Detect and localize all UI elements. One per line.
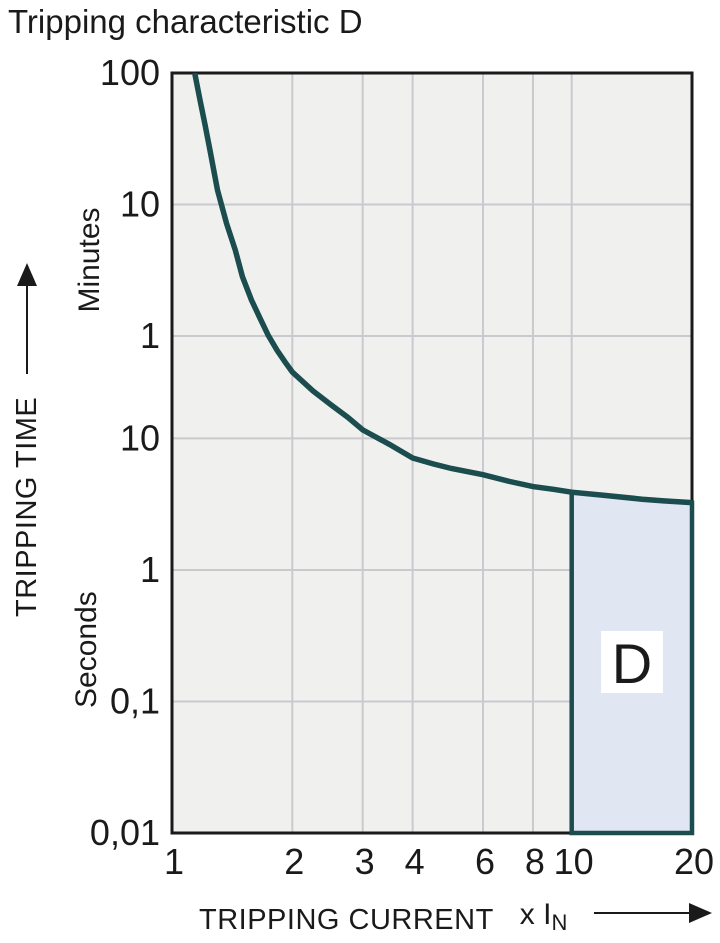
d-region-label: D [612, 632, 652, 695]
x-axis-caption: TRIPPING CURRENT [199, 904, 494, 936]
d-region-label-box [601, 631, 663, 693]
x-tick-label: 6 [475, 841, 495, 882]
x-axis-arrow [594, 901, 713, 925]
y-tick-label: 10 [120, 184, 160, 225]
y-tick-label: 1 [140, 549, 160, 590]
y-axis-caption-group: TRIPPING TIME [7, 263, 47, 617]
x-axis-arrow-line [594, 912, 690, 914]
x-axis-unit-subscript: N [551, 910, 568, 935]
x-tick-label: 2 [284, 841, 304, 882]
x-axis-unit: x IN [520, 900, 568, 938]
y-tick-label: 0,01 [90, 812, 160, 853]
up-arrow-icon [17, 263, 37, 286]
plot-border [170, 71, 694, 835]
trip-curve [192, 73, 692, 506]
y-tick-label: 10 [120, 417, 160, 458]
y-tick-label: 1 [140, 315, 160, 356]
x-tick-label: 8 [525, 841, 545, 882]
x-tick-label: 20 [674, 841, 714, 882]
x-tick-label: 1 [164, 841, 184, 882]
x-tick-label: 3 [355, 841, 375, 882]
y-unit-seconds-label: Seconds [70, 591, 103, 708]
x-tick-label: 4 [405, 841, 425, 882]
y-tick-label: 100 [100, 52, 160, 93]
x-tick-label: 10 [554, 841, 594, 882]
page-title: Tripping characteristic D [8, 3, 363, 40]
y-axis-arrow-line [26, 286, 28, 374]
x-axis-caption-group: TRIPPING CURRENT x IN [199, 896, 713, 938]
x-axis-unit-main: x I [519, 898, 552, 931]
y-axis-caption: TRIPPING TIME [11, 396, 43, 617]
y-unit-minutes-label: Minutes [73, 207, 106, 313]
y-tick-label: 0,1 [110, 680, 160, 721]
right-arrow-icon [689, 903, 713, 923]
